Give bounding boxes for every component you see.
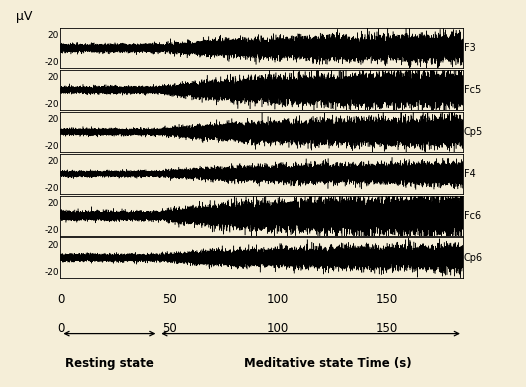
- Text: F4: F4: [464, 169, 476, 179]
- Text: Fc6: Fc6: [464, 211, 481, 221]
- Text: Cp5: Cp5: [464, 127, 483, 137]
- Text: Meditative state Time (s): Meditative state Time (s): [244, 356, 412, 370]
- Text: 150: 150: [376, 293, 398, 307]
- Text: 50: 50: [162, 293, 177, 307]
- Text: μV: μV: [16, 10, 32, 23]
- Text: Fc5: Fc5: [464, 85, 481, 95]
- Text: 0: 0: [57, 293, 64, 307]
- Text: F3: F3: [464, 43, 476, 53]
- Text: 100: 100: [267, 293, 289, 307]
- Text: Resting state: Resting state: [65, 356, 154, 370]
- Text: Cp6: Cp6: [464, 253, 483, 263]
